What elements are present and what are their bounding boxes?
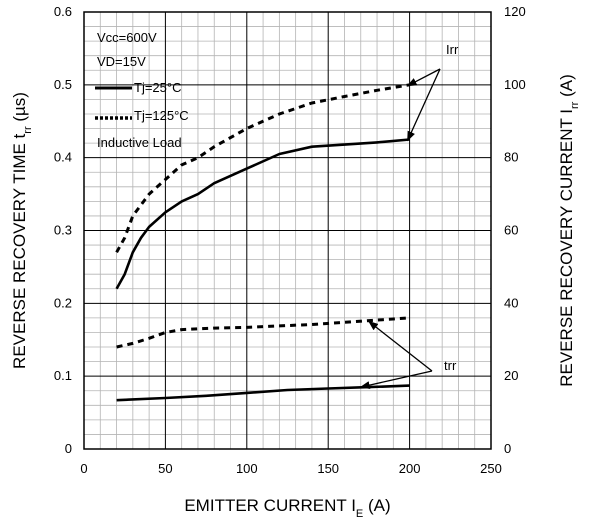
legend-condition: VD=15V [97, 54, 146, 69]
legend: Vcc=600V VD=15V Tj=25°C Tj=125°C Inductive L… [95, 30, 189, 150]
x-axis-title: EMITTER CURRENT IE (A) [184, 496, 390, 519]
series-line-irr-tj125 [115, 83, 410, 254]
y-tick-label: 0.3 [54, 223, 72, 238]
legend-condition: Vcc=600V [97, 30, 157, 45]
tick-labels: 0 50 100 150 200 25000.10.20.30.40.50.6020406… [54, 4, 526, 476]
annotation-arrow-irr [406, 68, 441, 87]
series-line-irr-tj25 [115, 138, 410, 290]
y-tick-label: 0.1 [54, 368, 72, 383]
y2-tick-label: 100 [504, 77, 526, 92]
y-tick-label: 0.4 [54, 150, 72, 165]
x-tick-label: 250 [480, 461, 502, 476]
major-grid [84, 12, 491, 449]
legend-note: Inductive Load [97, 135, 182, 150]
x-tick-label: 200 [399, 461, 421, 476]
y2-tick-label: 60 [504, 223, 518, 238]
y-tick-label: 0.5 [54, 77, 72, 92]
y2-tick-label: 120 [504, 4, 526, 19]
series-line-trr-tj125 [116, 316, 410, 349]
legend-label-tj125: Tj=125°C [134, 108, 189, 123]
annotation-arrow-trr [359, 370, 433, 390]
annotation-arrow-irr [407, 68, 441, 142]
y2-tick-label: 20 [504, 368, 518, 383]
annotation-label-trr: trr [444, 358, 457, 373]
annotations: Irr trr [359, 42, 459, 390]
y2-tick-label: 40 [504, 295, 518, 310]
plot-frame [83, 11, 492, 450]
y-tick-label: 0.6 [54, 4, 72, 19]
y-tick-label: 0.2 [54, 295, 72, 310]
annotation-arrow-trr [368, 320, 433, 372]
x-tick-label: 100 [236, 461, 258, 476]
y2-tick-label: 0 [504, 441, 511, 456]
y-tick-label: 0 [65, 441, 72, 456]
x-tick-label: 50 [158, 461, 172, 476]
x-tick-label: 150 [317, 461, 339, 476]
y-axis-title: REVERSE RECOVERY TIME trr (µs) [10, 92, 34, 369]
y2-tick-label: 80 [504, 150, 518, 165]
annotation-label-irr: Irr [446, 42, 459, 57]
legend-label-tj25: Tj=25°C [134, 80, 181, 95]
y2-axis-title: REVERSE RECOVERY CURRENT Irr (A) [557, 74, 581, 386]
x-tick-label: 0 [80, 461, 87, 476]
